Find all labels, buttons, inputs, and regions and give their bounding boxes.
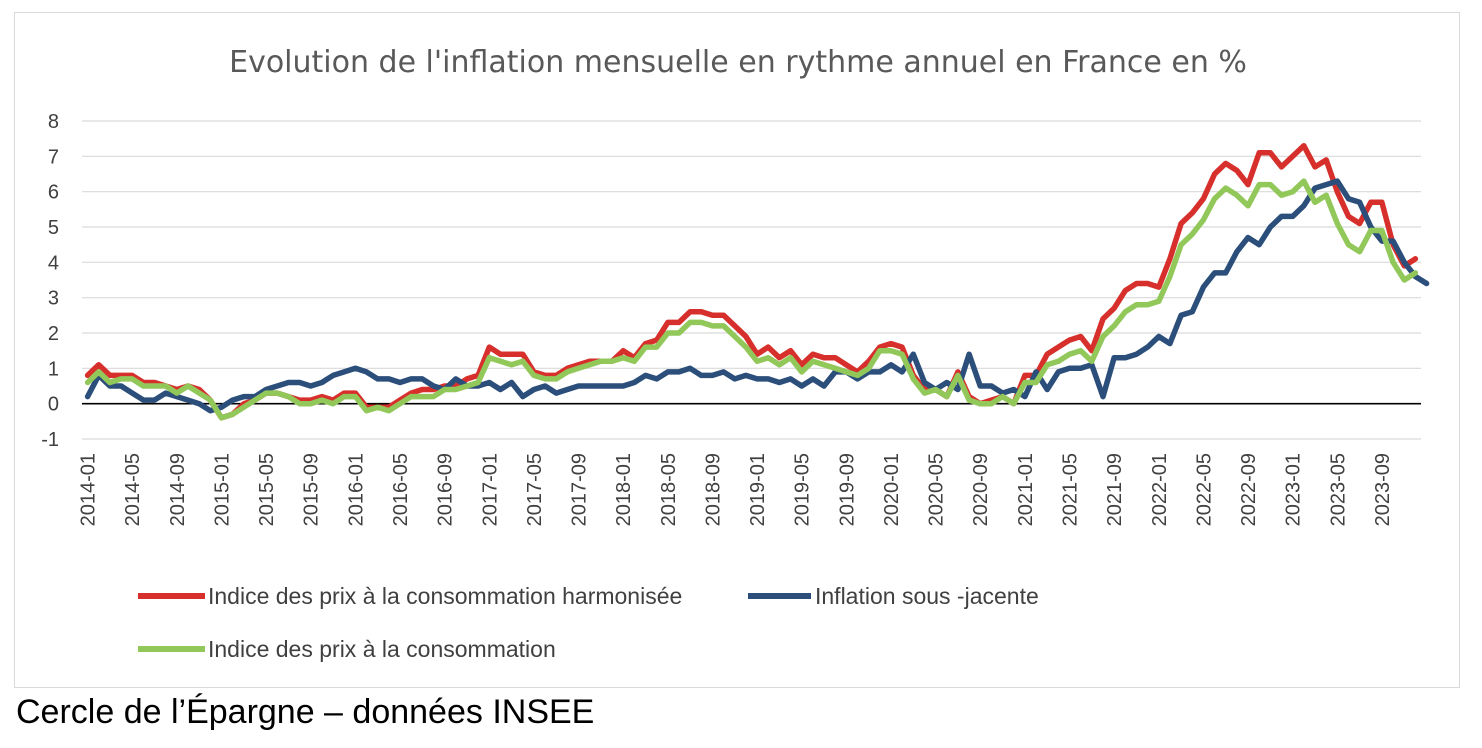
x-tick-label: 2020-05	[926, 453, 948, 526]
x-tick-label: 2016-01	[345, 453, 367, 526]
y-tick-label: 2	[48, 323, 59, 345]
y-tick-label: 4	[48, 252, 59, 274]
x-tick-label: 2017-01	[479, 453, 501, 526]
x-tick-label: 2022-01	[1149, 453, 1171, 526]
x-tick-label: 2023-05	[1327, 453, 1349, 526]
x-tick-label: 2014-09	[167, 453, 189, 526]
x-tick-label: 2021-01	[1015, 453, 1037, 526]
x-tick-label: 2018-05	[658, 453, 680, 526]
x-tick-label: 2021-05	[1060, 453, 1082, 526]
y-tick-label: 7	[48, 146, 59, 168]
y-tick-label: -1	[41, 429, 59, 451]
line-chart: Evolution de l'inflation mensuelle en ry…	[41, 45, 1430, 662]
series-line-cpi	[84, 178, 1419, 421]
x-tick-label: 2015-05	[256, 453, 278, 526]
y-tick-label: 1	[48, 358, 59, 380]
x-tick-label: 2014-01	[78, 453, 100, 526]
y-tick-label: 8	[48, 111, 59, 133]
x-tick-label: 2020-01	[881, 453, 903, 526]
series-line-hicp	[84, 142, 1419, 421]
x-tick-label: 2015-09	[301, 453, 323, 526]
x-tick-label: 2015-01	[211, 453, 233, 526]
x-tick-label: 2016-09	[435, 453, 457, 526]
x-tick-label: 2019-05	[792, 453, 814, 526]
y-tick-label: 5	[48, 217, 59, 239]
x-tick-label: 2018-01	[613, 453, 635, 526]
x-tick-label: 2022-09	[1238, 453, 1260, 526]
chart-frame: Evolution de l'inflation mensuelle en ry…	[14, 12, 1460, 688]
x-tick-label: 2023-01	[1283, 453, 1305, 526]
x-tick-label: 2019-09	[836, 453, 858, 526]
x-tick-label: 2019-01	[747, 453, 769, 526]
source-caption: Cercle de l’Épargne – données INSEE	[16, 693, 595, 731]
chart-title: Evolution de l'inflation mensuelle en ry…	[229, 45, 1247, 80]
y-tick-label: 3	[48, 288, 59, 310]
x-tick-label: 2014-05	[122, 453, 144, 526]
series-line-core	[84, 178, 1430, 414]
x-tick-label: 2023-09	[1372, 453, 1394, 526]
x-tick-label: 2016-05	[390, 453, 412, 526]
x-tick-label: 2017-05	[524, 453, 546, 526]
y-tick-label: 6	[48, 182, 59, 204]
legend-label-cpi: Indice des prix à la consommation	[208, 636, 556, 662]
x-tick-label: 2020-09	[970, 453, 992, 526]
legend-label-hicp: Indice des prix à la consommation harmon…	[208, 583, 682, 609]
x-tick-label: 2022-05	[1193, 453, 1215, 526]
x-tick-label: 2018-09	[702, 453, 724, 526]
x-tick-label: 2021-09	[1104, 453, 1126, 526]
x-tick-label: 2017-09	[569, 453, 591, 526]
y-tick-label: 0	[48, 394, 59, 416]
legend-label-core: Inflation sous -jacente	[815, 583, 1039, 609]
